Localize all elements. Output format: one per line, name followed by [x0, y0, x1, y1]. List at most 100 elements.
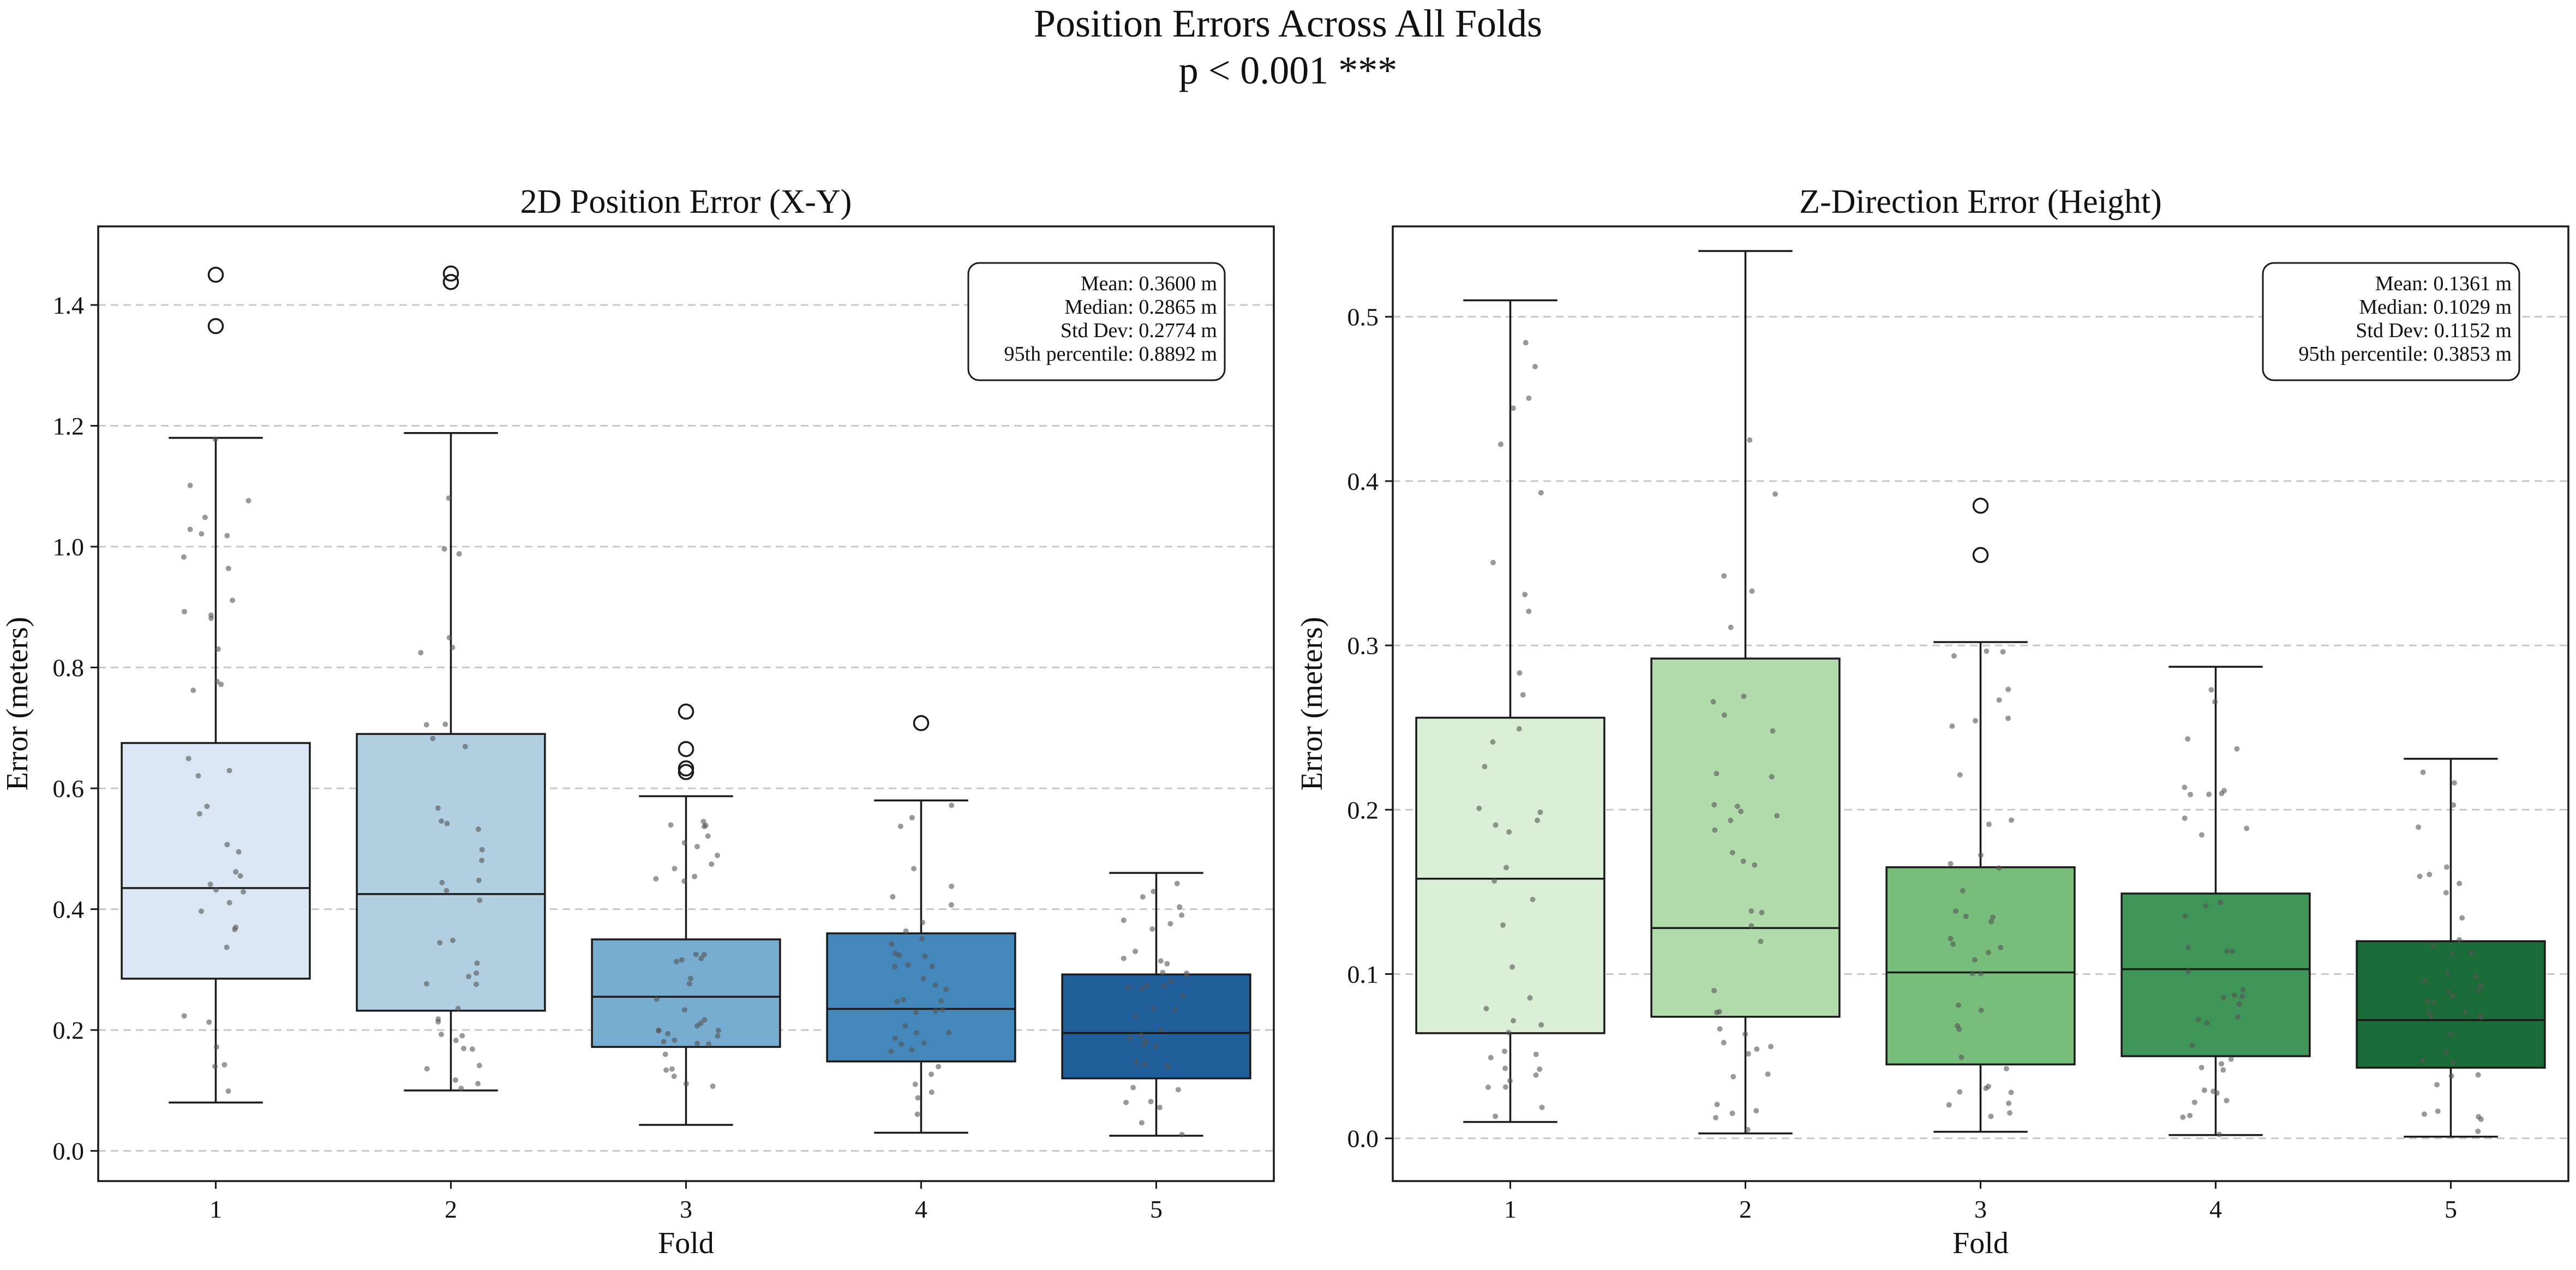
- jitter-point: [1183, 970, 1189, 976]
- jitter-point: [2187, 1112, 2193, 1118]
- jitter-point: [694, 1040, 700, 1046]
- box-fold-4: [826, 715, 1016, 1134]
- jitter-point: [656, 1028, 662, 1034]
- stats-line: Std Dev: 0.2774 m: [1061, 319, 1217, 342]
- jitter-point: [2203, 903, 2209, 909]
- jitter-point: [213, 887, 219, 893]
- jitter-point: [430, 735, 436, 741]
- jitter-point: [2463, 1009, 2469, 1015]
- jitter-point: [653, 876, 659, 882]
- jitter-point: [946, 1029, 952, 1035]
- jitter-point: [1526, 395, 1532, 401]
- y-axis-label: Error (meters): [1, 617, 34, 791]
- jitter-point: [1520, 692, 1526, 698]
- jitter-point: [1996, 697, 2002, 703]
- jitter-point: [181, 609, 187, 615]
- jitter-point: [1953, 908, 1959, 914]
- jitter-point: [1950, 941, 1956, 947]
- jitter-point: [693, 951, 699, 957]
- jitter-point: [2442, 1050, 2448, 1056]
- jitter-point: [1537, 809, 1543, 815]
- jitter-point: [1714, 1009, 1720, 1015]
- jitter-point: [190, 687, 196, 693]
- jitter-point: [672, 1037, 678, 1043]
- jitter-point: [1745, 1051, 1751, 1057]
- jitter-point: [439, 879, 445, 885]
- y-tick-label: 0.4: [1347, 468, 1379, 495]
- jitter-point: [2419, 1058, 2425, 1064]
- jitter-point: [898, 1041, 904, 1047]
- jitter-point: [1990, 914, 1996, 920]
- jitter-point: [2182, 913, 2188, 919]
- jitter-point: [2424, 998, 2430, 1004]
- y-tick-label: 1.4: [53, 291, 85, 319]
- jitter-point: [915, 1095, 921, 1101]
- jitter-point: [1526, 608, 1532, 614]
- box-fold-3: [591, 703, 781, 1126]
- jitter-point: [715, 853, 721, 859]
- jitter-point: [442, 721, 448, 727]
- iqr-box: [1650, 657, 1841, 1018]
- jitter-point: [687, 975, 693, 981]
- jitter-point: [913, 1030, 919, 1036]
- jitter-point: [2009, 817, 2015, 823]
- jitter-point: [215, 646, 221, 652]
- jitter-point: [2443, 864, 2449, 870]
- y-tick-label: 1.0: [53, 533, 85, 561]
- jitter-point: [181, 1013, 187, 1019]
- jitter-point: [1151, 889, 1157, 895]
- jitter-point: [681, 878, 687, 884]
- jitter-point: [1729, 849, 1735, 855]
- jitter-point: [892, 963, 898, 969]
- jitter-point: [1752, 862, 1758, 868]
- y-tick-label: 0.8: [53, 654, 85, 682]
- jitter-point: [1125, 984, 1131, 990]
- jitter-point: [2212, 699, 2218, 705]
- jitter-point: [1509, 964, 1515, 970]
- jitter-point: [1748, 908, 1754, 914]
- x-tick-label: 2: [445, 1195, 457, 1223]
- jitter-point: [221, 1062, 227, 1068]
- jitter-point: [2208, 687, 2214, 693]
- jitter-point: [476, 877, 482, 883]
- outlier-point: [1972, 498, 1989, 514]
- jitter-point: [1168, 978, 1174, 984]
- jitter-point: [237, 873, 243, 879]
- jitter-point: [1714, 770, 1720, 776]
- outlier-point: [678, 760, 694, 777]
- jitter-point: [1538, 490, 1544, 496]
- jitter-point: [681, 1007, 687, 1013]
- jitter-point: [459, 1033, 465, 1039]
- jitter-point: [2195, 1017, 2201, 1023]
- jitter-point: [2425, 1009, 2431, 1015]
- box-fold-1: [1415, 299, 1605, 1123]
- jitter-point: [709, 861, 715, 867]
- jitter-point: [2431, 999, 2437, 1005]
- iqr-box: [121, 742, 311, 980]
- jitter-point: [2435, 1109, 2441, 1115]
- jitter-point: [2448, 1032, 2454, 1038]
- jitter-point: [2230, 948, 2236, 954]
- chart-panel-2: 0.0 0.1 0.2 0.3 0.4 0.5 1 2 3 4 5 Z-Direction Error…: [1295, 183, 2569, 1260]
- jitter-point: [672, 866, 678, 872]
- jitter-point: [438, 1032, 444, 1038]
- jitter-point: [928, 1071, 934, 1077]
- jitter-point: [1957, 772, 1963, 778]
- jitter-point: [475, 826, 481, 832]
- jitter-point: [1511, 1017, 1517, 1023]
- jitter-point: [701, 951, 707, 957]
- jitter-point: [230, 597, 236, 603]
- jitter-point: [1742, 1031, 1748, 1037]
- jitter-point: [2224, 948, 2230, 954]
- jitter-point: [1157, 1105, 1163, 1111]
- jitter-point: [1483, 1005, 1489, 1011]
- jitter-point: [901, 997, 907, 1003]
- jitter-point: [2475, 1072, 2481, 1078]
- jitter-point: [466, 974, 472, 980]
- stats-line: Median: 0.2865 m: [1064, 296, 1217, 319]
- jitter-point: [1501, 1049, 1507, 1055]
- jitter-point: [1498, 441, 1504, 447]
- jitter-point: [441, 546, 447, 552]
- box-fold-1: [121, 266, 311, 1104]
